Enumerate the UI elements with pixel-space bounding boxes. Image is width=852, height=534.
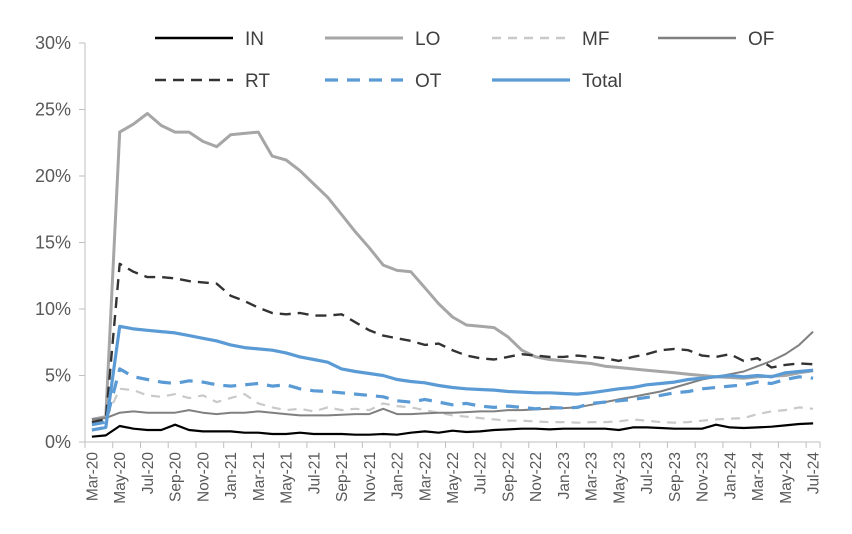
x-axis-label: Jul-22: [473, 452, 490, 494]
y-axis-label: 0%: [45, 432, 71, 452]
legend-label-lo: LO: [415, 29, 440, 50]
x-axis-label: May-22: [445, 452, 462, 504]
y-axis-label: 30%: [35, 33, 71, 53]
y-axis-label: 10%: [35, 299, 71, 319]
legend-label-ot: OT: [415, 71, 442, 92]
series-line-lo: [91, 112, 814, 421]
x-axis-label: May-24: [778, 452, 795, 504]
legend-label-mf: MF: [582, 29, 609, 50]
series-line-in: [91, 422, 814, 438]
y-axis-label: 15%: [35, 233, 71, 253]
x-axis-label: May-21: [279, 452, 296, 504]
x-axis-label: Mar-23: [584, 452, 601, 501]
series-line-total: [91, 324, 814, 432]
x-axis-label: Mar-20: [84, 452, 101, 501]
series-line-rt: [91, 262, 814, 424]
y-axis-label: 5%: [45, 366, 71, 386]
series-line-ot: [91, 367, 814, 427]
x-axis-label: Jul-24: [806, 452, 823, 495]
x-axis-label: Sep-23: [667, 452, 684, 502]
x-axis-label: Jan-23: [556, 452, 573, 499]
x-axis-label: May-20: [112, 452, 129, 504]
x-axis-label: Nov-20: [195, 452, 212, 502]
legend-label-rt: RT: [245, 71, 270, 92]
x-axis-label: Sep-22: [500, 452, 517, 502]
x-axis-label: Jan-24: [722, 452, 739, 500]
series-line-mf: [91, 387, 814, 424]
x-axis-label: Mar-22: [417, 452, 434, 501]
x-axis-label: Sep-21: [334, 452, 351, 502]
y-axis-label: 20%: [35, 166, 71, 186]
x-axis-label: Nov-21: [362, 452, 379, 502]
y-axis-label: 25%: [35, 100, 71, 120]
x-axis-label: Jul-23: [639, 452, 656, 494]
x-axis-label: Jul-21: [306, 452, 323, 494]
x-axis-label: May-23: [611, 452, 628, 504]
x-axis-label: Nov-22: [528, 452, 545, 502]
legend-label-total: Total: [582, 71, 622, 92]
legend-label-of: OF: [748, 29, 774, 50]
x-axis-label: Jul-20: [140, 452, 157, 495]
x-axis-label: Jan-21: [223, 452, 240, 499]
x-axis-label: Mar-24: [750, 452, 767, 501]
legend-label-in: IN: [245, 29, 264, 50]
x-axis-label: Mar-21: [251, 452, 268, 501]
series-line-of: [91, 330, 814, 421]
x-axis-label: Jan-22: [390, 452, 407, 499]
x-axis-label: Sep-20: [168, 452, 185, 502]
x-axis-label: Nov-23: [695, 452, 712, 502]
